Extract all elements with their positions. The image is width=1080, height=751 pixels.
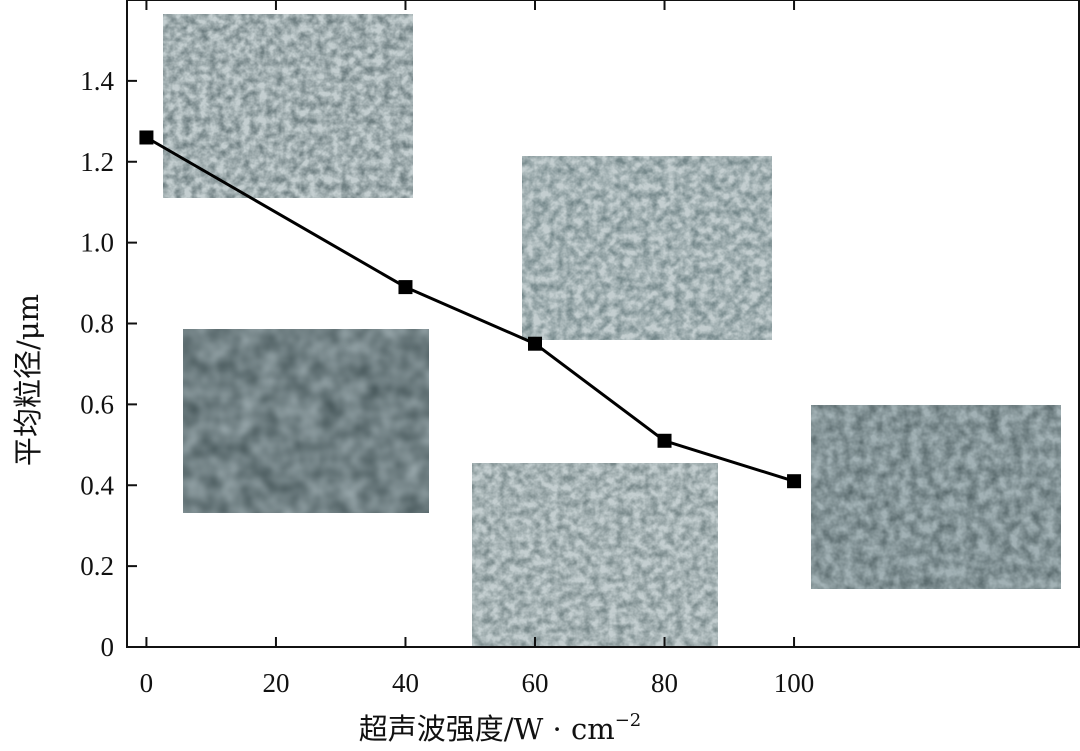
sem-inset-40w <box>183 329 429 513</box>
data-point-marker <box>657 433 672 448</box>
y-tick-label: 1.0 <box>80 228 114 258</box>
sem-inset-60w <box>522 156 772 340</box>
series-markers <box>139 130 802 489</box>
y-tick-label: 1.2 <box>80 147 114 177</box>
x-tick-label: 100 <box>774 668 815 698</box>
data-point-marker <box>139 130 154 145</box>
y-tick-label: 1.4 <box>80 66 114 96</box>
y-tick-label: 0.6 <box>80 389 114 419</box>
y-tick-label: 0.2 <box>80 551 114 581</box>
y-tick-label: 0 <box>101 632 115 662</box>
sem-inset-80w <box>472 463 718 647</box>
y-tick-label: 0.8 <box>80 309 114 339</box>
y-tick-label: 0.4 <box>80 470 114 500</box>
sem-inset-0w <box>163 14 413 198</box>
x-tick-label: 20 <box>262 668 289 698</box>
x-tick-label: 60 <box>522 668 549 698</box>
x-tick-label: 0 <box>140 668 154 698</box>
axis-ticks <box>127 0 796 648</box>
data-point-marker <box>787 474 802 489</box>
axis-tick-labels: 0 20 40 60 80 100 0 0.2 0.4 0.6 0.8 1.0 1.2 1.4 <box>80 66 814 698</box>
sem-inset-100w <box>811 405 1061 589</box>
x-axis-title: 超声波强度/W · cm−2 <box>359 710 642 746</box>
data-point-marker <box>528 336 542 351</box>
data-point-marker <box>398 280 413 295</box>
x-tick-label: 80 <box>651 668 678 698</box>
y-axis-title: 平均粒径/μm <box>11 294 45 466</box>
x-tick-label: 40 <box>392 668 419 698</box>
